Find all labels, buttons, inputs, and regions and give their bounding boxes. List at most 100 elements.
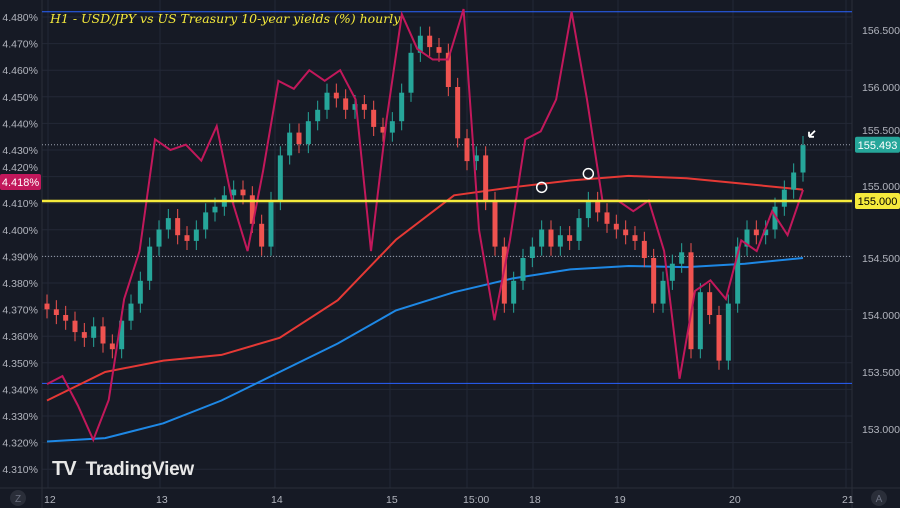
- candle-body: [287, 132, 293, 156]
- left-axis-tick-label: 4.360%: [2, 331, 38, 343]
- candle-body: [744, 229, 750, 247]
- candle-body: [81, 332, 87, 338]
- time-axis-tick-label: 19: [614, 494, 626, 506]
- candle-body: [539, 229, 545, 247]
- left-axis-tick-label: 4.350%: [2, 358, 38, 370]
- candle-body: [781, 189, 787, 207]
- right-axis-tick-label: 153.000: [862, 424, 900, 436]
- candle-body: [763, 229, 769, 236]
- candle-body: [595, 201, 601, 213]
- left-axis-tick-label: 4.390%: [2, 251, 38, 263]
- candle-body: [567, 235, 573, 241]
- arrow-icon: [808, 130, 816, 138]
- left-axis-tick-label: 4.460%: [2, 65, 38, 77]
- right-axis-tick-label: 155.000: [862, 181, 900, 193]
- candle-body: [800, 145, 806, 173]
- left-axis-tick-label: 4.480%: [2, 12, 38, 24]
- candle-body: [464, 138, 470, 162]
- left-axis-tick-label: 4.400%: [2, 225, 38, 237]
- candle-body: [623, 229, 629, 236]
- candle-body: [548, 229, 554, 247]
- candle-body: [408, 52, 414, 93]
- candle-body: [483, 155, 489, 201]
- candle-body: [119, 320, 125, 350]
- candle-body: [333, 92, 339, 99]
- candle-body: [417, 35, 423, 53]
- candle-body: [63, 315, 69, 321]
- candle-body: [399, 92, 405, 122]
- candle-body: [184, 235, 190, 241]
- time-axis-tick-label: 15:00: [463, 494, 489, 506]
- candle-body: [613, 223, 619, 230]
- time-axis-tick-label: 20: [729, 494, 741, 506]
- time-axis-tick-label: 18: [529, 494, 541, 506]
- candle-body: [511, 280, 517, 304]
- candle-body: [576, 218, 582, 241]
- us10y-yield-line: [46, 8, 804, 443]
- candle-body: [557, 235, 563, 247]
- right-axis-tick-label: 154.000: [862, 310, 900, 322]
- axis-button-z[interactable]: [10, 490, 26, 506]
- candle-body: [455, 87, 461, 139]
- right-axis-tick-label: 156.500: [862, 25, 900, 37]
- candle-body: [772, 206, 778, 230]
- candle-body: [735, 246, 741, 304]
- candle-body: [436, 47, 442, 53]
- candle-body: [371, 109, 377, 127]
- left-axis-tick-label: 4.420%: [2, 162, 38, 174]
- candle-body: [109, 343, 115, 350]
- candle-body: [501, 246, 507, 304]
- candle-body: [427, 35, 433, 48]
- candle-body: [604, 212, 610, 224]
- candle-body: [203, 212, 209, 230]
- candle-body: [305, 121, 311, 144]
- candle-body: [641, 240, 647, 258]
- candle-body: [697, 292, 703, 350]
- candle-body: [259, 223, 265, 247]
- current-price-tag-bg: [855, 136, 900, 153]
- left-axis-tick-label: 4.470%: [2, 39, 38, 51]
- candle-body: [137, 280, 143, 304]
- right-axis-tick-label: 156.000: [862, 82, 900, 94]
- candle-body: [324, 92, 330, 110]
- time-axis-tick-label: 14: [271, 494, 283, 506]
- candle-body: [212, 206, 218, 213]
- axis-button-a[interactable]: [871, 490, 887, 506]
- moving-average-red: [46, 174, 804, 402]
- candle-body: [147, 246, 153, 281]
- right-axis-tick-label: 155.500: [862, 125, 900, 137]
- candle-body: [277, 155, 283, 201]
- candle-body: [91, 326, 97, 338]
- candle-body: [44, 303, 50, 310]
- candle-body: [296, 132, 302, 144]
- candle-body: [361, 104, 367, 110]
- time-axis-tick-label: 15: [386, 494, 398, 506]
- key-level-tag-bg: [855, 193, 900, 209]
- tradingview-logo: TV TradingView: [52, 458, 194, 481]
- left-axis-tick-label: 4.450%: [2, 92, 38, 104]
- candle-body: [315, 109, 321, 122]
- left-axis-tick-label: 4.370%: [2, 305, 38, 317]
- left-axis-tick-label: 4.380%: [2, 278, 38, 290]
- left-axis-tick-label: 4.320%: [2, 438, 38, 450]
- candle-body: [72, 320, 78, 333]
- candle-body: [343, 98, 349, 110]
- time-axis-tick-label: 21: [842, 494, 854, 506]
- candle-body: [53, 309, 59, 315]
- chart-title: H1 - USD/JPY vs US Treasury 10-year yiel…: [50, 11, 401, 26]
- time-axis-tick-label: 12: [44, 494, 56, 506]
- candle-body: [725, 303, 731, 361]
- candle-body: [473, 155, 479, 162]
- candle-body: [688, 252, 694, 350]
- candle-body: [445, 52, 451, 87]
- left-axis-tick-label: 4.410%: [2, 198, 38, 210]
- axis-button-z-label: Z: [15, 494, 21, 505]
- candle-body: [352, 104, 358, 110]
- candle-body: [128, 303, 134, 321]
- left-axis-tick-label: 4.310%: [2, 464, 38, 476]
- marker-circle: [535, 181, 548, 194]
- candle-body: [791, 172, 797, 190]
- moving-average-blue: [46, 257, 804, 443]
- left-axis-tick-label: 4.330%: [2, 411, 38, 423]
